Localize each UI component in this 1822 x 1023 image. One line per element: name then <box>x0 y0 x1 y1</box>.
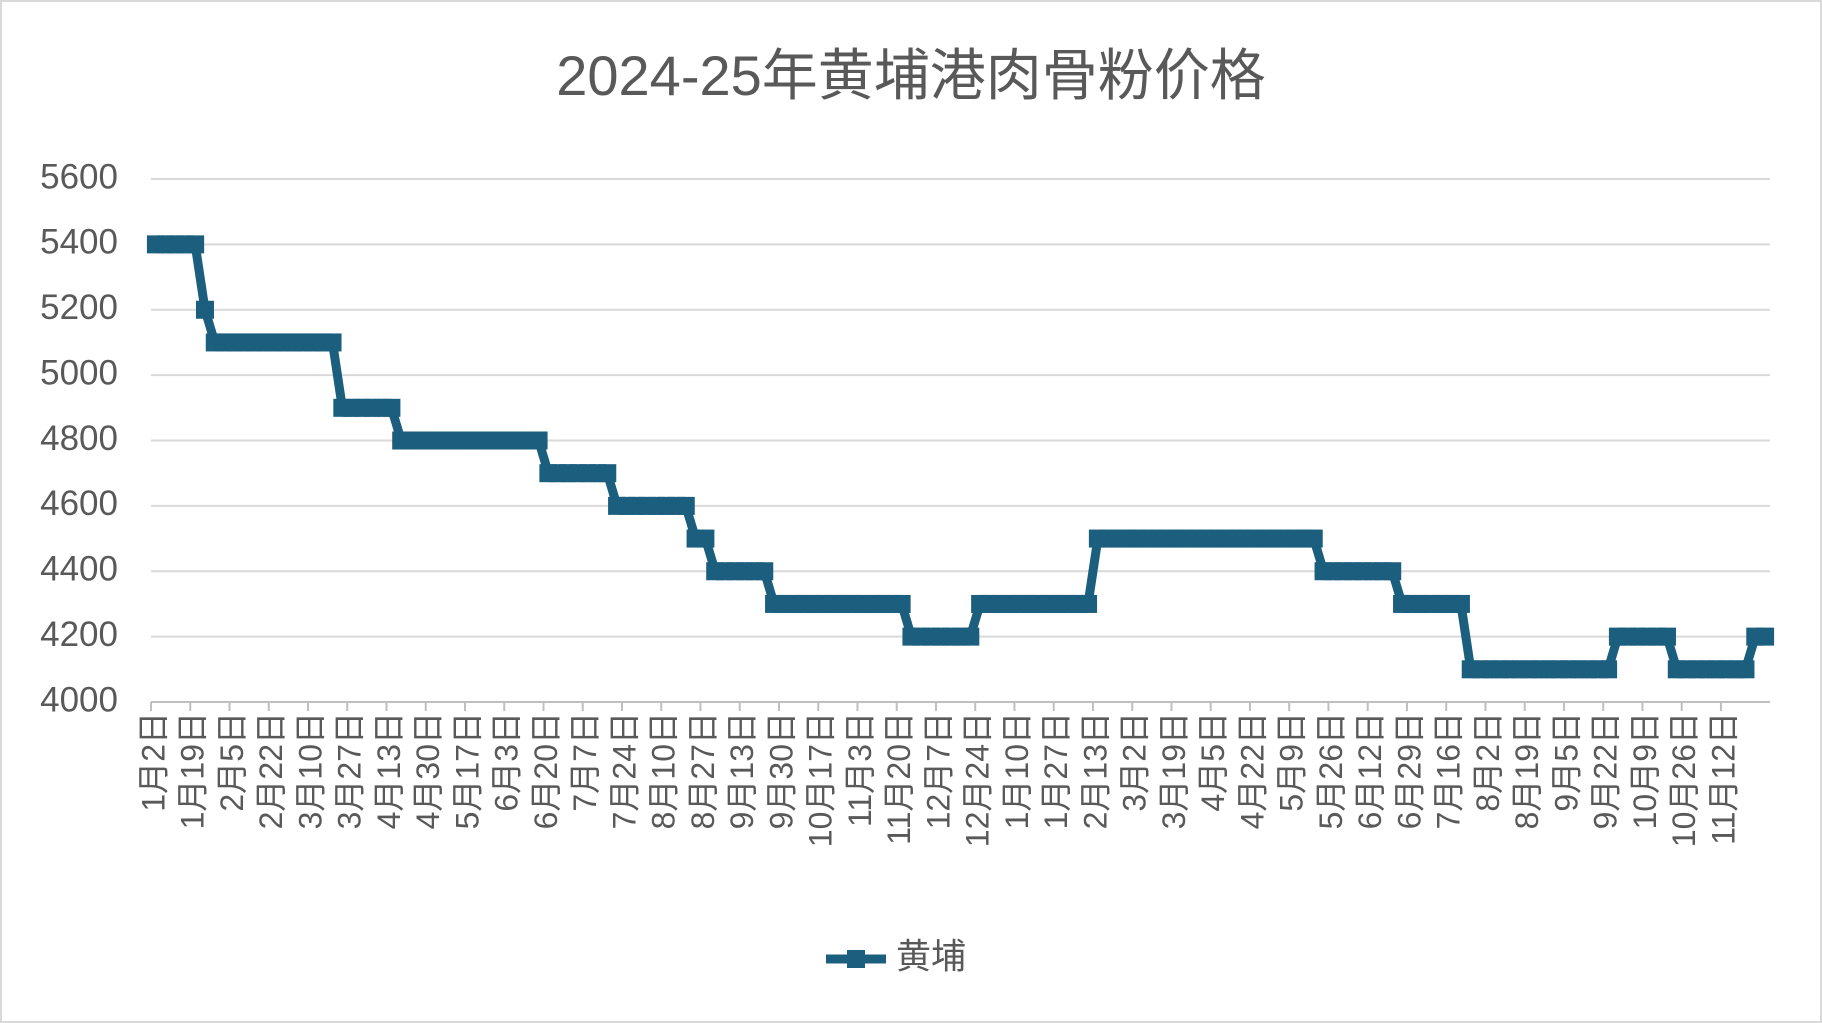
point-marker <box>1756 627 1775 646</box>
x-tick-label: 4月30日 <box>410 712 446 829</box>
x-tick-label: 3月2日 <box>1117 712 1153 812</box>
point-marker <box>1079 594 1098 613</box>
point-marker <box>755 562 774 581</box>
x-tick-label: 6月20日 <box>528 712 564 829</box>
point-marker <box>1304 529 1323 548</box>
x-tick-label: 7月24日 <box>606 712 642 829</box>
point-marker <box>598 464 617 483</box>
x-tick-label: 1月19日 <box>175 712 211 829</box>
x-tick-label: 3月10日 <box>292 712 328 829</box>
x-tick-label: 10月9日 <box>1627 712 1663 829</box>
point-marker <box>186 235 205 254</box>
x-tick-label: 3月27日 <box>332 712 368 829</box>
y-tick-label: 4600 <box>40 484 118 523</box>
x-tick-label: 10月26日 <box>1666 712 1702 847</box>
x-tick-label: 9月30日 <box>763 712 799 829</box>
y-tick-label: 4200 <box>40 615 118 654</box>
x-tick-label: 6月3日 <box>489 712 525 812</box>
x-tick-label: 5月26日 <box>1313 712 1349 829</box>
y-tick-label: 5400 <box>40 223 118 262</box>
x-tick-label: 1月10日 <box>999 712 1035 829</box>
x-tick-label: 12月24日 <box>960 712 996 847</box>
point-marker <box>1383 562 1402 581</box>
point-marker <box>696 529 715 548</box>
x-tick-label: 1月27日 <box>1038 712 1074 829</box>
point-marker <box>1736 660 1755 679</box>
point-marker <box>1599 660 1618 679</box>
x-tick-label: 9月22日 <box>1588 712 1624 829</box>
y-tick-label: 4000 <box>40 680 118 719</box>
x-tick-label: 2月13日 <box>1077 712 1113 829</box>
x-tick-label: 2月5日 <box>214 712 250 812</box>
x-tick-label: 9月13日 <box>724 712 760 829</box>
x-tick-label: 7月16日 <box>1431 712 1467 829</box>
point-marker <box>961 627 980 646</box>
x-tick-label: 9月5日 <box>1548 712 1584 812</box>
point-marker <box>1657 627 1676 646</box>
x-tick-label: 4月13日 <box>371 712 407 829</box>
y-tick-label: 5200 <box>40 288 118 327</box>
point-marker <box>892 594 911 613</box>
x-tick-label: 11月20日 <box>881 712 917 845</box>
y-tick-label: 4400 <box>40 550 118 589</box>
point-marker <box>195 300 214 319</box>
x-tick-label: 3月19日 <box>1156 712 1192 829</box>
point-marker <box>323 333 342 352</box>
x-tick-label: 1月2日 <box>135 712 171 812</box>
x-tick-label: 2月22日 <box>253 712 289 829</box>
x-tick-label: 5月17日 <box>449 712 485 829</box>
x-tick-label: 8月27日 <box>685 712 721 829</box>
y-tick-label: 4800 <box>40 419 118 458</box>
chart-title: 2024-25年黄埔港肉骨粉价格 <box>556 44 1266 107</box>
x-tick-label: 8月2日 <box>1470 712 1506 812</box>
x-tick-label: 5月9日 <box>1274 712 1310 812</box>
point-marker <box>1451 594 1470 613</box>
point-marker <box>382 398 401 417</box>
x-tick-label: 4月5日 <box>1195 712 1231 812</box>
point-marker <box>529 431 548 450</box>
x-tick-label: 8月10日 <box>646 712 682 829</box>
x-tick-label: 4月22日 <box>1234 712 1270 829</box>
legend-marker <box>847 950 865 968</box>
point-marker <box>676 496 695 515</box>
x-tick-label: 10月17日 <box>803 712 839 847</box>
legend-label: 黄埔 <box>896 937 966 976</box>
x-tick-label: 8月19日 <box>1509 712 1545 829</box>
x-tick-label: 11月3日 <box>842 712 878 827</box>
x-tick-label: 6月29日 <box>1391 712 1427 829</box>
x-tick-label: 6月12日 <box>1352 712 1388 829</box>
x-tick-label: 12月7日 <box>920 712 956 829</box>
y-tick-label: 5000 <box>40 353 118 392</box>
y-tick-label: 5600 <box>40 157 118 196</box>
x-tick-label: 7月7日 <box>567 712 603 812</box>
x-tick-label: 11月12日 <box>1705 712 1741 845</box>
